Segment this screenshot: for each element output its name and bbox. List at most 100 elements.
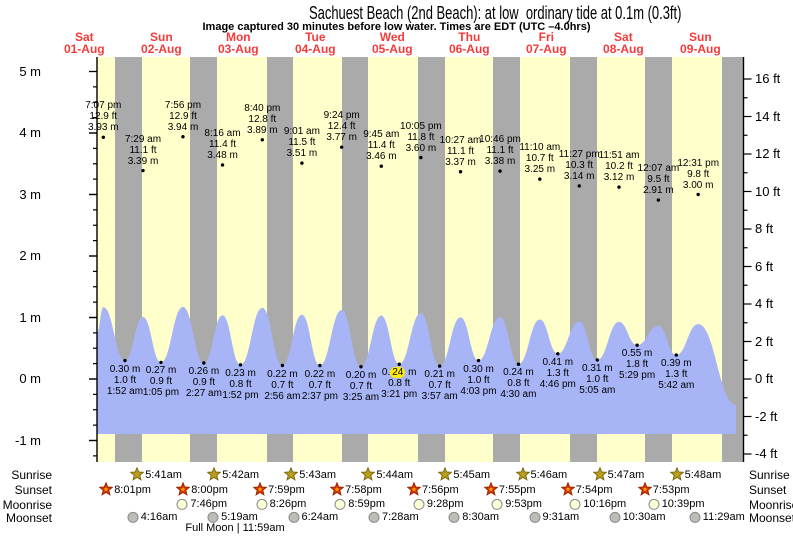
tide-dot <box>300 161 304 165</box>
sunrise-marker: 5:46am <box>515 467 567 482</box>
moonrise-time: 8:59pm <box>348 498 385 510</box>
tide-annotation-high: 12:31 pm 9.8 ft 3.00 m <box>677 157 720 191</box>
tide-annotation-high: 10:05 pm 11.8 ft 3.60 m <box>400 120 442 154</box>
moonset-time: 10:30am <box>622 511 666 523</box>
tide-dot <box>617 185 621 189</box>
day-name-label: Sun <box>150 30 173 44</box>
moonrise-time: 9:28pm <box>426 498 464 510</box>
moonrise-moon-icon <box>334 498 346 510</box>
moonrise-moon-icon <box>413 498 425 510</box>
right-axis-tick-label: 0 ft <box>755 371 774 386</box>
moonset-time: 9:31am <box>542 511 580 523</box>
tide-dot <box>516 362 521 366</box>
tide-dot <box>556 352 560 356</box>
sunset-time: 7:58pm <box>345 483 382 496</box>
right-axis-tick-label: 10 ft <box>755 183 781 199</box>
tide-dot <box>538 177 542 181</box>
sunset-star-icon <box>637 482 652 496</box>
sunrise-marker: 5:45am <box>438 467 490 482</box>
sunrise-time: 5:44am <box>376 468 414 481</box>
night-band <box>722 57 744 462</box>
left-axis-tick-label: 1 m <box>19 309 41 325</box>
tide-dot <box>181 134 185 139</box>
sunset-marker: 7:55pm <box>483 482 536 497</box>
moonrise-row-label-right: Moonrise <box>749 498 793 512</box>
sunset-star-icon <box>330 482 345 496</box>
moonrise-marker: 10:39pm <box>647 497 705 512</box>
sunrise-time: 5:45am <box>453 468 491 481</box>
moonset-moon-icon <box>288 511 299 523</box>
tide-dot <box>458 170 463 174</box>
tide-dot <box>674 353 678 357</box>
sunrise-marker: 5:48am <box>669 467 721 482</box>
left-axis-tick-label: 5 m <box>19 63 41 79</box>
tide-annotation-low: 0. 24 m 0.8 ft 3:21 pm <box>381 367 418 401</box>
tide-annotation-low: 0.39 m 1.3 ft 5:42 am <box>658 358 695 391</box>
left-axis-tick-label: 4 m <box>19 125 41 140</box>
moonset-moon-icon <box>368 511 380 523</box>
sunset-time: 7:55pm <box>498 483 536 496</box>
tide-annotation-high: 11:10 am 10.7 ft 3.25 m <box>519 142 561 176</box>
moonrise-time: 9:53pm <box>505 498 542 510</box>
tide-annotation-high: 7:07 pm 12.9 ft 3.93 m <box>85 100 122 134</box>
tide-dot <box>379 164 383 168</box>
tide-curve-area <box>97 306 736 434</box>
tide-dot <box>476 358 481 363</box>
sunset-marker: 7:56pm <box>407 482 459 497</box>
sunset-star-icon <box>560 482 575 496</box>
right-axis-tick-label: 16 ft <box>755 71 781 86</box>
sunset-star-icon <box>483 482 498 496</box>
tide-dot <box>419 155 423 160</box>
tide-dot <box>577 184 581 188</box>
right-axis-tick-label: -4 ft <box>755 446 778 461</box>
tide-annotation-low: 0.24 m 0.8 ft 4:30 am <box>500 367 537 401</box>
tide-annotation-high: 7:56 pm 12.9 ft 3.94 m <box>164 99 202 133</box>
left-axis-tick-label: 0 m <box>19 371 41 386</box>
moonset-marker: 10:30am <box>608 510 666 525</box>
left-axis-tick-label: 2 m <box>19 248 41 263</box>
moonrise-moon-icon <box>648 498 660 510</box>
sunrise-marker: 5:47am <box>592 467 645 482</box>
tide-dot <box>159 360 163 365</box>
right-axis-tick-label: 2 ft <box>755 333 774 349</box>
tide-dot <box>656 198 661 202</box>
tide-dot <box>260 138 265 142</box>
day-date-label: 04-Aug <box>294 42 336 56</box>
moonrise-time: 10:16pm <box>583 498 627 510</box>
moonrise-marker: 8:26pm <box>255 497 306 512</box>
moonset-time: 4:16am <box>140 511 178 523</box>
day-date-label: 03-Aug <box>217 42 259 56</box>
tide-annotation-high: 11:27 pm 10.3 ft 3.14 m <box>558 148 600 182</box>
full-moon-note: Full Moon | 11:59am <box>185 522 285 534</box>
moonset-time: 7:28am <box>382 511 419 523</box>
left-axis-tick-label: -1 m <box>15 432 41 448</box>
sunrise-star-icon <box>361 467 376 481</box>
moonset-moon-icon <box>448 511 460 523</box>
tide-dot <box>397 362 401 366</box>
sunset-marker: 8:01pm <box>99 482 151 497</box>
day-name-label: Mon <box>225 30 251 44</box>
moonrise-time: 10:39pm <box>661 498 705 510</box>
tide-annotation-low: 0.30 m 1.0 ft 4:03 pm <box>460 363 497 397</box>
moonset-moon-icon <box>207 511 219 523</box>
moonset-marker: 11:29am <box>688 510 745 525</box>
right-axis-tick-label: 4 ft <box>755 296 774 311</box>
sunrise-star-icon <box>284 467 299 481</box>
moonrise-marker: 7:46pm <box>175 497 227 512</box>
tide-annotation-low: 0.27 m 0.9 ft 1:05 pm <box>142 365 180 399</box>
sunset-marker: 7:53pm <box>637 482 690 497</box>
sunset-star-icon <box>99 482 114 496</box>
tide-annotation-high: 9:45 am 11.4 ft 3.46 m <box>363 129 400 163</box>
tide-dot <box>238 363 243 367</box>
moonset-marker: 6:24am <box>287 510 338 525</box>
moonrise-moon-icon <box>256 498 268 510</box>
tide-dot <box>498 169 502 173</box>
sunrise-time: 5:43am <box>299 468 336 481</box>
tide-annotation-low: 0.26 m 0.9 ft 2:27 am <box>185 366 222 399</box>
tide-dot <box>595 358 600 362</box>
tide-annotation-low: 0.23 m 0.8 ft 1:52 pm <box>222 367 259 401</box>
tide-dot <box>202 361 206 365</box>
sunrise-time: 5:47am <box>607 468 645 481</box>
tide-annotation-high: 12:07 am 9.5 ft 2.91 m <box>637 163 680 196</box>
